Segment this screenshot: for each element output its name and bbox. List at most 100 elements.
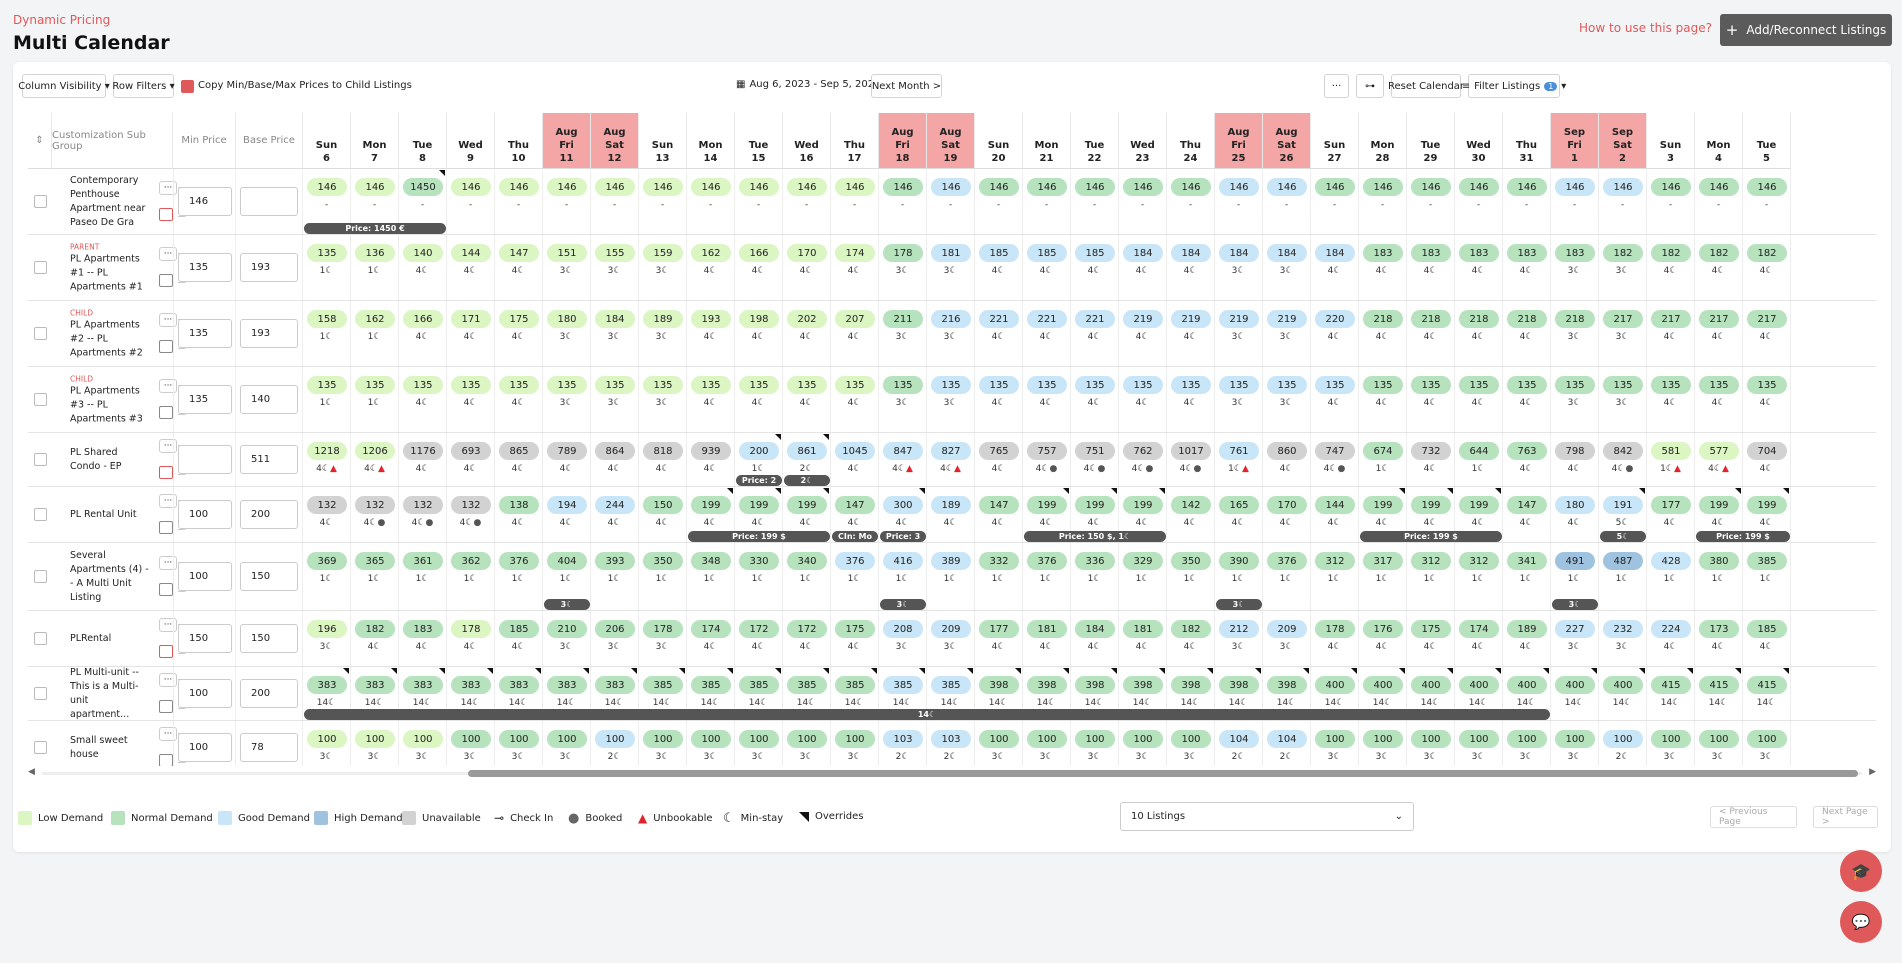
min-price-input[interactable]: 150 [178, 624, 232, 653]
price-pill[interactable]: 136 [355, 244, 395, 262]
price-pill[interactable]: 398 [1075, 676, 1115, 694]
price-pill[interactable]: 100 [1363, 730, 1403, 748]
listing-copy-icon[interactable] [159, 583, 173, 596]
row-filters-button[interactable]: Row Filters ▾ [112, 74, 175, 98]
calendar-day-cell[interactable]: 135 4☾ [1119, 367, 1167, 432]
calendar-day-cell[interactable]: 100 3☾ [1071, 721, 1119, 766]
calendar-day-cell[interactable]: 175 4☾ [831, 611, 879, 666]
price-pill[interactable]: 184 [1267, 244, 1307, 262]
calendar-day-cell[interactable]: 185 4☾ [1743, 611, 1791, 666]
calendar-day-cell[interactable]: 221 4☾ [975, 301, 1023, 366]
calendar-day-cell[interactable]: 693 4☾ [447, 433, 495, 486]
price-pill[interactable]: 383 [403, 676, 443, 694]
calendar-day-cell[interactable]: 103 2☾ [927, 721, 975, 766]
price-pill[interactable]: 103 [931, 730, 971, 748]
calendar-day-cell[interactable]: 170 4☾ [783, 235, 831, 300]
price-pill[interactable]: 151 [547, 244, 587, 262]
price-pill[interactable]: 146 [1315, 178, 1355, 196]
calendar-day-cell[interactable]: 100 3☾ [1695, 721, 1743, 766]
price-pill[interactable]: 196 [307, 620, 347, 638]
calendar-day-cell[interactable]: 100 2☾ [591, 721, 639, 766]
calendar-day-cell[interactable]: 177 4☾ [1647, 487, 1695, 542]
price-pill[interactable]: 173 [1699, 620, 1739, 638]
price-pill[interactable]: 100 [1411, 730, 1451, 748]
calendar-day-cell[interactable]: 393 1☾ [591, 543, 639, 610]
price-pill[interactable]: 146 [1555, 178, 1595, 196]
calendar-day-cell[interactable]: 146 - [1647, 169, 1695, 234]
price-pill[interactable]: 581 [1651, 442, 1691, 460]
listing-name[interactable]: PL Shared Condo - EP [70, 446, 150, 474]
price-pill[interactable]: 135 [691, 376, 731, 394]
price-pill[interactable]: 181 [931, 244, 971, 262]
price-pill[interactable]: 132 [451, 496, 491, 514]
price-pill[interactable]: 219 [1123, 310, 1163, 328]
calendar-day-cell[interactable]: 146 - [975, 169, 1023, 234]
price-pill[interactable]: 400 [1363, 676, 1403, 694]
price-pill[interactable]: 178 [451, 620, 491, 638]
calendar-day-cell[interactable]: 385 14☾ [735, 667, 783, 720]
price-pill[interactable]: 171 [451, 310, 491, 328]
calendar-day-cell[interactable]: 219 3☾ [1215, 301, 1263, 366]
price-pill[interactable]: 219 [1171, 310, 1211, 328]
calendar-day-cell[interactable]: 146 - [735, 169, 783, 234]
calendar-day-cell[interactable]: 400 14☾ [1503, 667, 1551, 720]
calendar-day-cell[interactable]: 398 14☾ [1071, 667, 1119, 720]
calendar-day-cell[interactable]: 171 4☾ [447, 301, 495, 366]
calendar-day-cell[interactable]: 400 14☾ [1455, 667, 1503, 720]
calendar-day-cell[interactable]: 183 4☾ [1407, 235, 1455, 300]
price-pill[interactable]: 100 [1315, 730, 1355, 748]
calendar-day-cell[interactable]: 135 3☾ [927, 367, 975, 432]
price-pill[interactable]: 184 [595, 310, 635, 328]
calendar-day-cell[interactable]: 100 3☾ [351, 721, 399, 766]
scrollbar-thumb[interactable] [468, 770, 1858, 777]
listing-copy-icon[interactable] [159, 754, 173, 766]
calendar-day-cell[interactable]: 182 4☾ [1743, 235, 1791, 300]
calendar-day-cell[interactable]: 206 3☾ [591, 611, 639, 666]
price-pill[interactable]: 135 [355, 376, 395, 394]
calendar-day-cell[interactable]: 100 3☾ [1647, 721, 1695, 766]
price-pill[interactable]: 400 [1411, 676, 1451, 694]
calendar-day-cell[interactable]: 146 - [1119, 169, 1167, 234]
calendar-day-cell[interactable]: 146 - [495, 169, 543, 234]
calendar-day-cell[interactable]: 789 4☾ [543, 433, 591, 486]
base-price-input[interactable]: 193 [240, 319, 298, 348]
calendar-day-cell[interactable]: 199 4☾ [1023, 487, 1071, 542]
price-pill[interactable]: 1045 [835, 442, 875, 460]
calendar-day-cell[interactable]: 704 4☾ [1743, 433, 1791, 486]
calendar-day-cell[interactable]: 400 14☾ [1407, 667, 1455, 720]
price-pill[interactable]: 348 [691, 552, 731, 570]
calendar-day-cell[interactable]: 135 4☾ [975, 367, 1023, 432]
calendar-day-cell[interactable]: 100 3☾ [1551, 721, 1599, 766]
calendar-day-cell[interactable]: 100 3☾ [399, 721, 447, 766]
calendar-day-cell[interactable]: 170 4☾ [1263, 487, 1311, 542]
price-pill[interactable]: 135 [1363, 376, 1403, 394]
price-pill[interactable]: 182 [1171, 620, 1211, 638]
price-pill[interactable]: 100 [403, 730, 443, 748]
row-actions-button[interactable]: ··· [159, 556, 177, 570]
price-pill[interactable]: 210 [547, 620, 587, 638]
calendar-day-cell[interactable]: 184 4☾ [1071, 611, 1119, 666]
calendar-day-cell[interactable]: 200 1☾ [735, 433, 783, 486]
price-pill[interactable]: 185 [1075, 244, 1115, 262]
price-pill[interactable]: 199 [1411, 496, 1451, 514]
calendar-day-cell[interactable]: 135 4☾ [399, 367, 447, 432]
calendar-day-cell[interactable]: 199 4☾ [783, 487, 831, 542]
calendar-day-cell[interactable]: 165 4☾ [1215, 487, 1263, 542]
price-pill[interactable]: 159 [643, 244, 683, 262]
calendar-day-cell[interactable]: 389 1☾ [927, 543, 975, 610]
calendar-day-cell[interactable]: 100 3☾ [1167, 721, 1215, 766]
calendar-day-cell[interactable]: 383 14☾ [591, 667, 639, 720]
price-pill[interactable]: 100 [1555, 730, 1595, 748]
calendar-day-cell[interactable]: 365 1☾ [351, 543, 399, 610]
calendar-day-cell[interactable]: 827 4☾▲ [927, 433, 975, 486]
listing-copy-icon[interactable] [159, 340, 173, 353]
base-price-input[interactable]: 150 [240, 624, 298, 653]
calendar-day-cell[interactable]: 135 3☾ [1263, 367, 1311, 432]
price-pill[interactable]: 147 [835, 496, 875, 514]
listing-copy-icon[interactable] [159, 406, 173, 419]
calendar-day-cell[interactable]: 146 - [831, 169, 879, 234]
calendar-day-cell[interactable]: 398 14☾ [1263, 667, 1311, 720]
price-pill[interactable]: 218 [1459, 310, 1499, 328]
calendar-day-cell[interactable]: 146 - [1695, 169, 1743, 234]
override-bar[interactable]: Price: 199 $ [1360, 531, 1502, 542]
